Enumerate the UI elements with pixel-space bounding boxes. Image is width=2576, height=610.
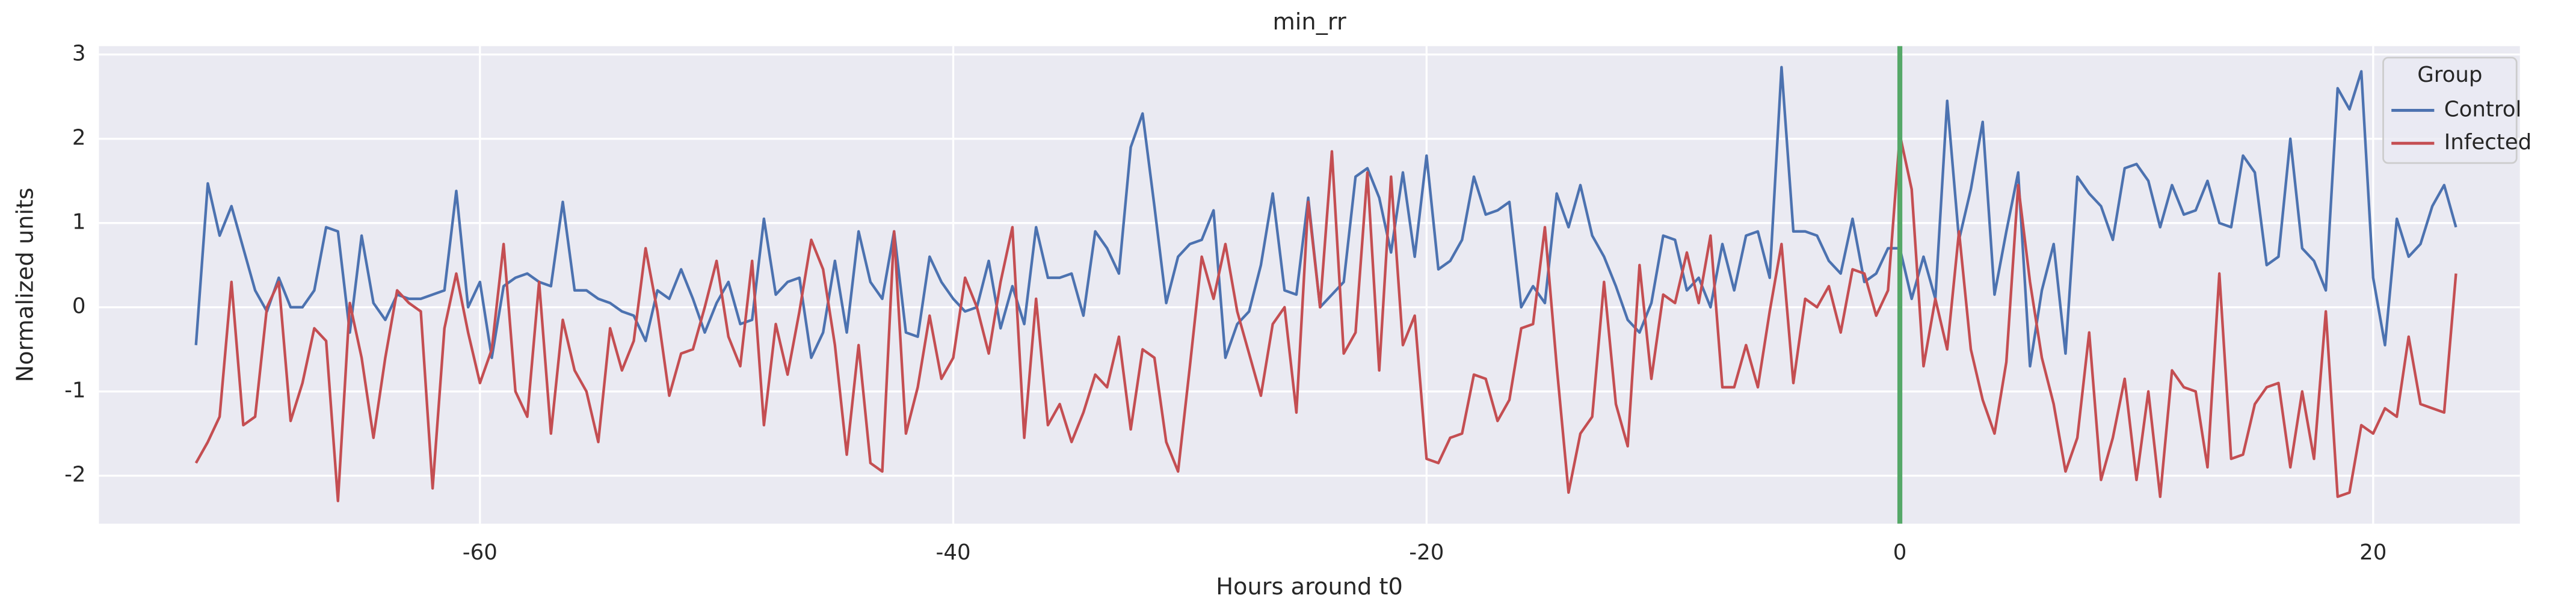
plot-background xyxy=(99,46,2520,524)
x-tick-label: 0 xyxy=(1893,540,1907,565)
y-tick-label: 1 xyxy=(72,210,86,235)
y-tick-label: -2 xyxy=(64,463,85,487)
legend: Group Control Infected xyxy=(2382,57,2531,164)
legend-label: Control xyxy=(2444,97,2522,122)
lines xyxy=(194,46,2457,524)
legend-label: Infected xyxy=(2444,130,2531,155)
x-axis-label: Hours around t0 xyxy=(1216,573,1403,600)
y-axis-label: Normalized units xyxy=(12,188,39,383)
y-tick-label: 3 xyxy=(72,42,86,66)
chart-title: min_rr xyxy=(1272,8,1346,35)
x-tick-label: -60 xyxy=(463,540,498,565)
y-tick-label: -1 xyxy=(64,378,85,403)
data-line xyxy=(194,133,2457,502)
grid xyxy=(99,46,2520,524)
legend-box xyxy=(2382,57,2518,164)
y-tick-label: 2 xyxy=(72,126,86,150)
legend-title: Group xyxy=(2417,63,2482,87)
x-tick-label: -40 xyxy=(935,540,970,565)
x-tick-label: 20 xyxy=(2359,540,2386,565)
x-tick-label: -20 xyxy=(1409,540,1444,565)
y-tick-label: 0 xyxy=(72,294,86,319)
data-line xyxy=(194,66,2457,368)
